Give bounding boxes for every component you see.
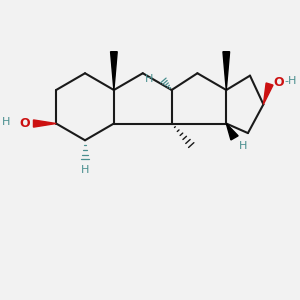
Text: O: O: [273, 76, 284, 89]
Polygon shape: [226, 124, 238, 140]
Polygon shape: [111, 52, 117, 90]
Polygon shape: [34, 120, 56, 127]
Text: O: O: [20, 117, 30, 130]
Text: H: H: [2, 117, 10, 127]
Text: H: H: [239, 141, 247, 151]
Polygon shape: [223, 52, 230, 90]
Text: -H: -H: [285, 76, 297, 86]
Polygon shape: [263, 83, 273, 104]
Text: H: H: [145, 74, 154, 84]
Text: H: H: [81, 165, 89, 175]
